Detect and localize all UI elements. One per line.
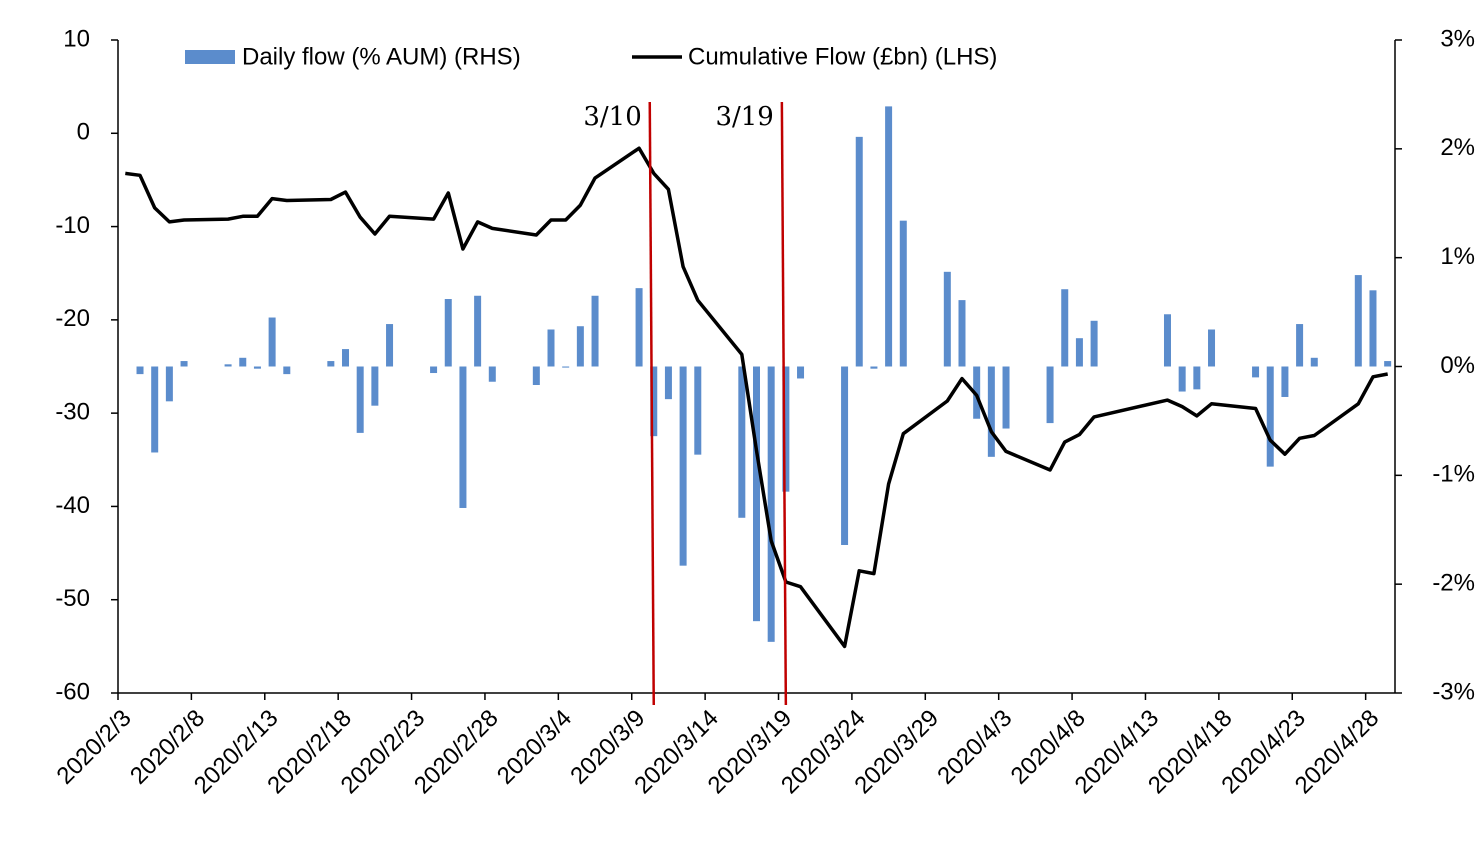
- x-tick-label: 2020/4/3: [932, 705, 1017, 790]
- bar: [973, 366, 981, 419]
- bar: [532, 366, 540, 386]
- y2-tick-label: 1%: [1440, 243, 1475, 270]
- y2-tick-label: 0%: [1440, 352, 1475, 379]
- bar: [444, 299, 452, 367]
- bar: [342, 349, 350, 367]
- bar: [1075, 338, 1083, 367]
- annotation-label: 3/10: [583, 102, 641, 132]
- bar: [562, 366, 570, 368]
- bar: [474, 295, 482, 367]
- bar: [1384, 361, 1392, 367]
- y-tick-label: -10: [55, 212, 90, 239]
- y2-tick-label: 2%: [1440, 134, 1475, 161]
- bar: [136, 366, 144, 375]
- y-tick-label: -50: [55, 585, 90, 612]
- bar: [253, 366, 261, 369]
- bar: [1310, 357, 1318, 367]
- bar: [1090, 320, 1098, 367]
- bar: [855, 136, 863, 367]
- y2-tick-label: -3%: [1432, 678, 1475, 705]
- bar: [386, 324, 394, 367]
- bar: [1354, 275, 1362, 367]
- bar: [870, 366, 878, 369]
- bar: [576, 326, 584, 367]
- y-tick-label: -40: [55, 492, 90, 519]
- y2-tick-label: -1%: [1432, 461, 1475, 488]
- bar: [151, 366, 159, 453]
- bar: [591, 295, 599, 367]
- bar: [1061, 289, 1069, 367]
- bar: [268, 317, 276, 367]
- bar: [694, 366, 702, 455]
- bar: [841, 366, 849, 545]
- bar: [180, 361, 188, 367]
- annotation-line: [648, 101, 656, 706]
- bar: [1281, 366, 1289, 397]
- bar: [1178, 366, 1186, 392]
- x-tick-label: 2020/2/3: [52, 705, 137, 790]
- line: [125, 146, 1389, 649]
- bar: [650, 366, 658, 437]
- legend-label: Daily flow (% AUM) (RHS): [242, 43, 521, 70]
- bar: [767, 366, 775, 642]
- bar: [987, 366, 995, 457]
- bar: [488, 366, 496, 382]
- bar: [430, 366, 438, 374]
- bar: [797, 366, 805, 379]
- bar: [753, 366, 760, 622]
- bar: [547, 329, 555, 367]
- bar: [782, 366, 790, 492]
- bar: [356, 366, 364, 433]
- y-tick-label: 10: [63, 25, 90, 52]
- bar: [459, 366, 467, 508]
- bar: [224, 364, 232, 367]
- bar: [943, 271, 951, 367]
- bar: [1208, 329, 1216, 367]
- bar: [1296, 324, 1304, 367]
- y-tick-label: 0: [77, 119, 90, 146]
- bar: [1046, 366, 1054, 424]
- y2-tick-label: 3%: [1440, 25, 1475, 52]
- bar: [371, 366, 379, 406]
- bar: [1163, 314, 1171, 367]
- bar: [738, 366, 746, 518]
- bar: [679, 366, 687, 566]
- bar: [885, 106, 893, 367]
- legend-swatch: [185, 50, 235, 64]
- bar: [1193, 366, 1201, 390]
- bar: [327, 361, 335, 367]
- bar: [635, 288, 643, 367]
- bar: [958, 300, 966, 367]
- y-tick-label: -30: [55, 398, 90, 425]
- legend-label: Cumulative Flow (£bn) (LHS): [688, 43, 997, 70]
- bar: [1002, 366, 1010, 429]
- bar: [283, 366, 291, 375]
- y-tick-label: -20: [55, 305, 90, 332]
- annotation-label: 3/19: [715, 102, 773, 132]
- x-tick-label: 2020/3/4: [492, 705, 577, 790]
- y2-tick-label: -2%: [1432, 570, 1475, 597]
- bar: [1266, 366, 1274, 467]
- bar: [239, 357, 247, 367]
- bar: [899, 220, 907, 367]
- annotation-line: [780, 101, 788, 706]
- bar: [1252, 366, 1260, 378]
- bar: [664, 366, 672, 400]
- y-tick-label: -60: [55, 678, 90, 705]
- bar: [1369, 290, 1377, 367]
- bar: [165, 366, 173, 402]
